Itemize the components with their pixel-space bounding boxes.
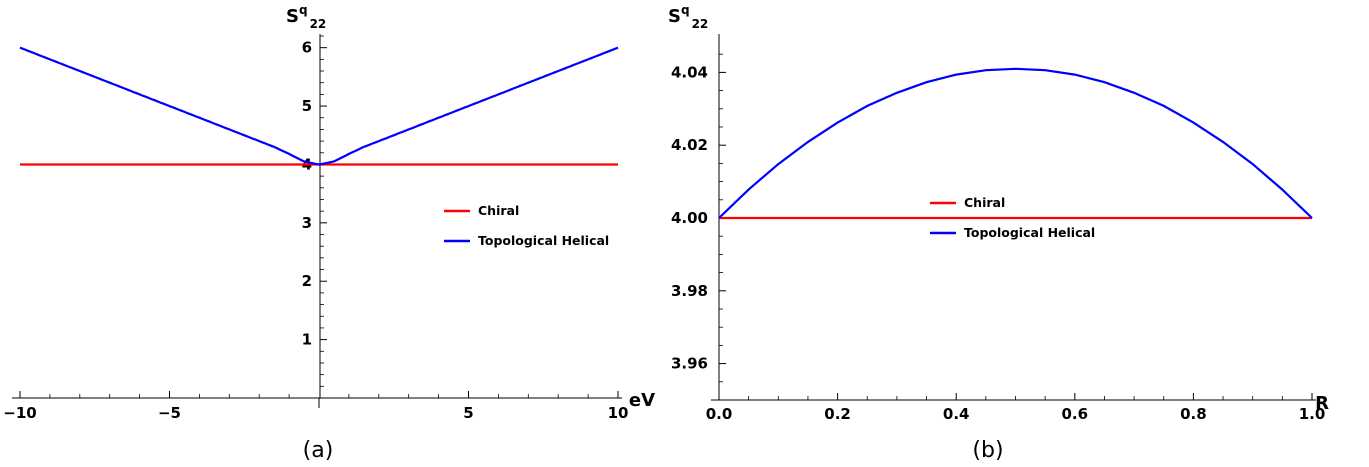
x-tick-label: −10	[3, 404, 36, 422]
x-tick-label: 0.4	[943, 405, 970, 423]
legend-label: Topological Helical	[964, 225, 1095, 240]
series-line-topological-helical	[19, 46, 619, 166]
x-axis-ticks	[718, 53, 1313, 400]
y-axis-title-main: S	[668, 6, 681, 27]
y-axis-title: Sq22	[286, 3, 326, 31]
panel-b: 0.0 0.2 0.4 0.6 0.8 1.0 3.963.984.004.024.04 …	[668, 3, 1329, 463]
y-tick-label: 5	[302, 97, 312, 115]
x-tick-label: 10	[608, 404, 629, 422]
y-axis-title: Sq22	[668, 3, 708, 31]
y-tick-label: 2	[302, 272, 312, 290]
x-tick-label: 0.2	[824, 405, 851, 423]
y-tick-label: 4.04	[671, 63, 708, 81]
legend-label: Chiral	[478, 203, 519, 218]
legend-label: Chiral	[964, 195, 1005, 210]
x-tick-labels: 0.0 0.2 0.4 0.6 0.8 1.0	[706, 405, 1326, 423]
y-tick-label: 1	[302, 331, 312, 349]
panel-label: (a)	[303, 438, 334, 463]
y-axis-title-sup: q	[681, 3, 690, 17]
x-tick-label: 0.8	[1180, 405, 1207, 423]
legend-label: Topological Helical	[478, 233, 609, 248]
y-tick-labels: 3.96 3.98 4.00 4.02 4.04	[671, 63, 708, 372]
x-tick-label: 0.6	[1062, 405, 1089, 423]
y-tick-label: 3	[302, 214, 312, 232]
y-axis-title-sub: 22	[692, 17, 709, 31]
x-tick-label: −5	[158, 404, 181, 422]
y-tick-label: 3.96	[671, 355, 708, 373]
series-group	[19, 46, 619, 166]
legend: Chiral Topological Helical	[444, 203, 609, 248]
x-tick-label: 1.0	[1299, 405, 1326, 423]
y-tick-label: 6	[302, 39, 312, 57]
x-axis-ticks	[19, 35, 619, 408]
series-line-topological-helical	[718, 67, 1313, 219]
y-axis-title-sub: 22	[310, 17, 327, 31]
y-axis-title-sup: q	[299, 3, 308, 17]
series-group	[718, 67, 1313, 220]
x-axis-title: eV	[629, 390, 655, 411]
y-tick-label: 4.02	[671, 136, 708, 154]
x-tick-labels: −10 −5 5 10	[3, 404, 628, 422]
x-tick-label: 5	[463, 404, 473, 422]
legend: Chiral Topological Helical	[930, 195, 1095, 240]
panel-label: (b)	[972, 438, 1003, 463]
y-tick-label: 4.00	[671, 209, 708, 227]
y-tick-label: 3.98	[671, 282, 708, 300]
x-tick-label: 0.0	[706, 405, 733, 423]
x-axis-title: R	[1315, 393, 1329, 414]
y-axis-title-main: S	[286, 6, 299, 27]
